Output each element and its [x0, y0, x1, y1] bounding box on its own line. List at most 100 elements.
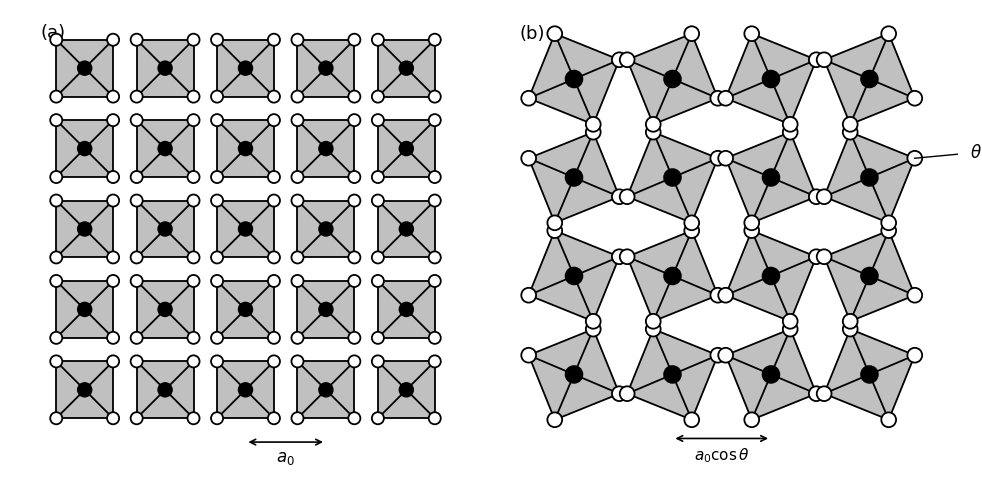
Circle shape	[429, 251, 441, 263]
Circle shape	[907, 348, 922, 363]
Circle shape	[188, 251, 199, 263]
Circle shape	[429, 171, 441, 183]
Circle shape	[131, 171, 142, 183]
Circle shape	[372, 275, 384, 287]
Circle shape	[50, 34, 62, 46]
Circle shape	[547, 412, 562, 427]
Circle shape	[783, 117, 797, 131]
Polygon shape	[56, 40, 113, 97]
Circle shape	[78, 222, 91, 236]
Polygon shape	[824, 329, 915, 420]
Circle shape	[50, 91, 62, 103]
Circle shape	[188, 332, 199, 344]
Circle shape	[211, 34, 223, 46]
Circle shape	[843, 117, 857, 131]
Circle shape	[188, 356, 199, 368]
Circle shape	[429, 275, 441, 287]
Circle shape	[107, 34, 119, 46]
Circle shape	[429, 356, 441, 368]
Circle shape	[566, 71, 582, 87]
Text: (a): (a)	[40, 24, 66, 42]
Circle shape	[809, 249, 824, 264]
Polygon shape	[378, 40, 435, 97]
Circle shape	[78, 303, 91, 316]
Circle shape	[107, 114, 119, 126]
Polygon shape	[298, 362, 355, 418]
Circle shape	[319, 303, 333, 316]
Circle shape	[188, 114, 199, 126]
Text: $\theta$: $\theta$	[970, 144, 982, 162]
Circle shape	[372, 356, 384, 368]
Circle shape	[131, 332, 142, 344]
Circle shape	[744, 26, 759, 41]
Text: (b): (b)	[519, 25, 545, 43]
Polygon shape	[726, 329, 816, 420]
Circle shape	[268, 195, 280, 207]
Circle shape	[718, 91, 733, 106]
Text: $a_0 \cos \theta$: $a_0 \cos \theta$	[694, 446, 749, 465]
Circle shape	[239, 61, 252, 75]
Circle shape	[861, 366, 878, 383]
Circle shape	[107, 251, 119, 263]
Circle shape	[50, 195, 62, 207]
Circle shape	[372, 412, 384, 424]
Circle shape	[349, 412, 360, 424]
Polygon shape	[378, 201, 435, 257]
Polygon shape	[217, 281, 274, 338]
Circle shape	[319, 383, 333, 396]
Circle shape	[566, 366, 582, 383]
Circle shape	[372, 114, 384, 126]
Circle shape	[239, 142, 252, 155]
Circle shape	[646, 322, 661, 337]
Circle shape	[566, 169, 582, 186]
Polygon shape	[217, 120, 274, 177]
Circle shape	[400, 383, 413, 396]
Circle shape	[646, 314, 661, 329]
Circle shape	[268, 332, 280, 344]
Circle shape	[843, 322, 857, 337]
Circle shape	[586, 322, 601, 337]
Circle shape	[349, 275, 360, 287]
Circle shape	[349, 34, 360, 46]
Circle shape	[718, 288, 733, 303]
Circle shape	[211, 412, 223, 424]
Circle shape	[211, 171, 223, 183]
Circle shape	[319, 222, 333, 236]
Circle shape	[566, 267, 582, 284]
Circle shape	[131, 275, 142, 287]
Circle shape	[188, 91, 199, 103]
Circle shape	[684, 26, 699, 41]
Circle shape	[744, 223, 759, 238]
Circle shape	[50, 171, 62, 183]
Circle shape	[843, 125, 857, 139]
Polygon shape	[824, 34, 915, 124]
Circle shape	[612, 249, 627, 264]
Circle shape	[292, 251, 303, 263]
Circle shape	[664, 169, 681, 186]
Circle shape	[107, 171, 119, 183]
Circle shape	[763, 267, 780, 284]
Circle shape	[319, 61, 333, 75]
Polygon shape	[136, 281, 193, 338]
Circle shape	[521, 348, 536, 363]
Circle shape	[78, 383, 91, 396]
Circle shape	[809, 386, 824, 401]
Circle shape	[268, 91, 280, 103]
Circle shape	[158, 61, 172, 75]
Circle shape	[907, 288, 922, 303]
Polygon shape	[298, 120, 355, 177]
Circle shape	[211, 114, 223, 126]
Circle shape	[664, 71, 681, 87]
Circle shape	[107, 332, 119, 344]
Circle shape	[907, 91, 922, 106]
Circle shape	[239, 383, 252, 396]
Circle shape	[586, 314, 601, 329]
Circle shape	[211, 332, 223, 344]
Circle shape	[710, 348, 725, 363]
Polygon shape	[136, 362, 193, 418]
Polygon shape	[726, 34, 816, 124]
Polygon shape	[528, 132, 620, 223]
Circle shape	[646, 125, 661, 139]
Circle shape	[292, 412, 303, 424]
Circle shape	[547, 26, 562, 41]
